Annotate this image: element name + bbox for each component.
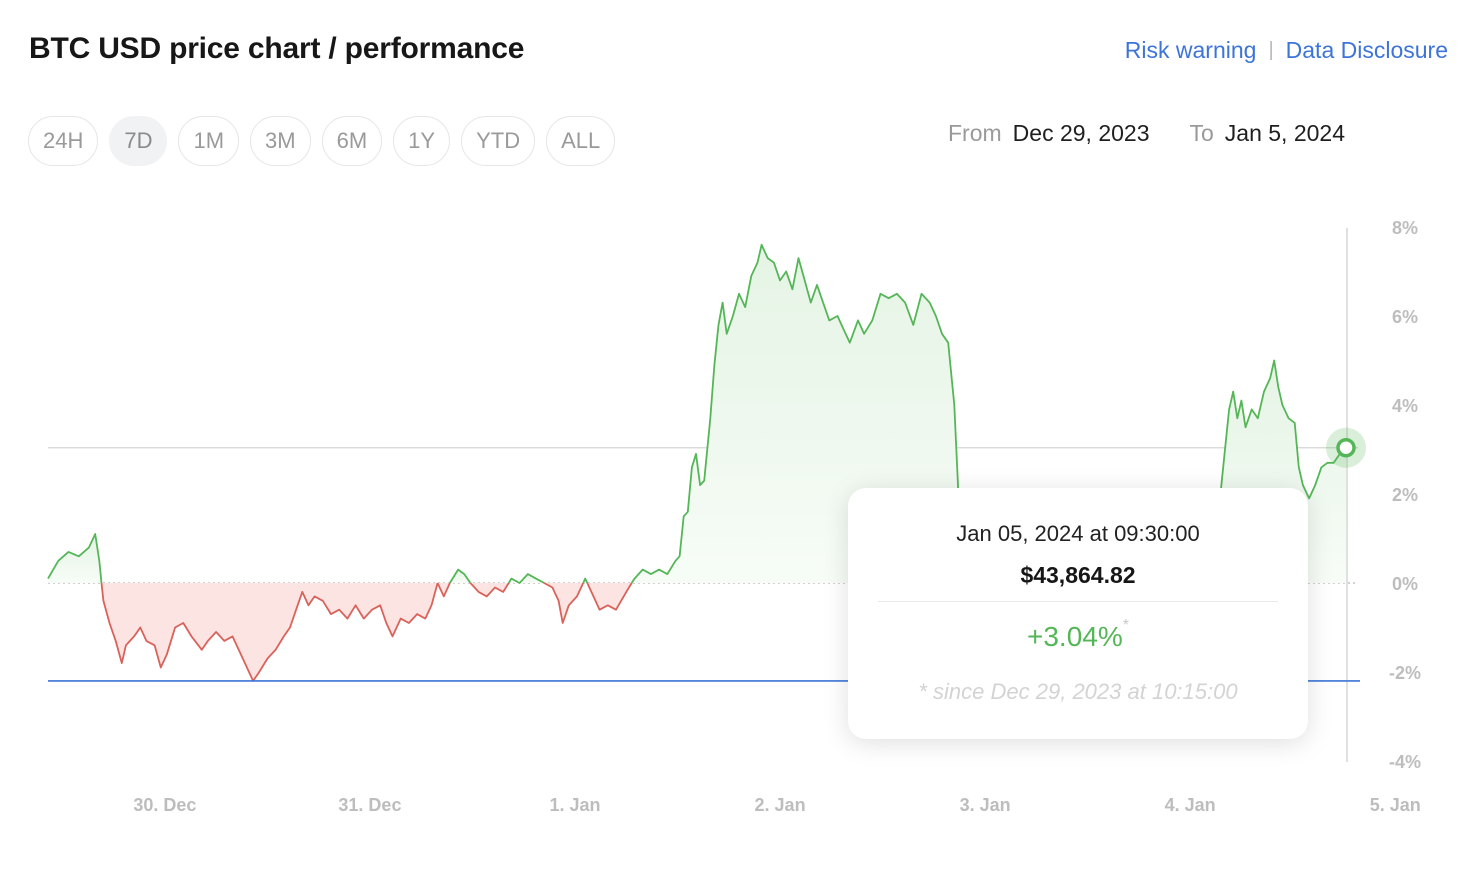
to-date[interactable]: Jan 5, 2024 — [1224, 120, 1346, 146]
line-segment-4 — [449, 568, 472, 584]
line-segment-1 — [100, 582, 439, 682]
tooltip-change-mark: * — [1122, 617, 1129, 634]
x-tick-label: 4. Jan — [1165, 795, 1216, 815]
range-1m-button[interactable]: 1M — [178, 116, 240, 166]
marker-dot — [1336, 437, 1356, 458]
link-separator: | — [1268, 39, 1274, 61]
area-segment-9 — [587, 583, 632, 610]
page-title: BTC USD price chart / performance — [29, 32, 525, 65]
y-tick-label: 4% — [1392, 396, 1418, 416]
line-segment-7 — [543, 582, 585, 624]
tooltip-change-value: +3.04% — [1027, 621, 1123, 652]
header-links: Risk warning | Data Disclosure — [1125, 37, 1448, 64]
range-ytd-button[interactable]: YTD — [461, 116, 536, 166]
y-tick-label: -4% — [1389, 752, 1421, 772]
range-3m-button[interactable]: 3M — [250, 116, 311, 166]
range-selector: 24H 7D 1M 3M 6M 1Y YTD ALL — [28, 116, 616, 166]
y-tick-label: 6% — [1392, 307, 1418, 327]
y-tick-label: 2% — [1392, 485, 1418, 505]
y-axis: 8% 6% 4% 2% 0% -2% -4% — [1389, 218, 1421, 772]
line-segment-10 — [630, 243, 1003, 584]
range-all-button[interactable]: ALL — [546, 116, 616, 166]
line-segment-6 — [507, 573, 545, 584]
y-tick-label: 0% — [1392, 574, 1418, 594]
line-segment-3 — [436, 582, 451, 598]
area-segment-0 — [48, 534, 102, 583]
x-tick-label: 5. Jan — [1370, 795, 1421, 815]
area-segment-1 — [101, 583, 438, 681]
area-segment-5 — [470, 583, 509, 597]
price-tooltip: Jan 05, 2024 at 09:30:00 $43,864.82 +3.0… — [848, 488, 1308, 739]
risk-warning-link[interactable]: Risk warning — [1124, 37, 1257, 63]
x-tick-label: 3. Jan — [960, 795, 1011, 815]
range-6m-button[interactable]: 6M — [321, 116, 383, 166]
x-tick-label: 1. Jan — [549, 795, 600, 815]
range-24h-button[interactable]: 24H — [28, 116, 99, 166]
x-tick-label: 30. Dec — [133, 795, 196, 815]
date-range: From Dec 29, 2023 To Jan 5, 2024 — [948, 120, 1345, 147]
from-label: From — [948, 120, 1002, 146]
line-segment-5 — [469, 582, 510, 598]
area-segment-4 — [449, 569, 471, 583]
area-segment-3 — [437, 583, 450, 597]
line-segment-0 — [47, 533, 103, 584]
tooltip-datetime: Jan 05, 2024 at 09:30:00 — [956, 521, 1200, 546]
tooltip-change: +3.04%* — [848, 617, 1308, 653]
x-tick-label: 2. Jan — [755, 795, 806, 815]
x-tick-label: 31. Dec — [338, 795, 401, 815]
range-1y-button[interactable]: 1Y — [393, 116, 451, 166]
tooltip-divider — [878, 601, 1278, 602]
x-axis: 30. Dec 31. Dec 1. Jan 2. Jan 3. Jan 4. Jan 5.… — [133, 795, 1420, 815]
line-segment-9 — [586, 582, 633, 611]
data-disclosure-link[interactable]: Data Disclosure — [1285, 37, 1448, 63]
current-point-marker[interactable] — [1326, 427, 1366, 468]
tooltip-price: $43,864.82 — [1020, 562, 1136, 588]
y-tick-label: 8% — [1392, 218, 1418, 238]
area-segment-7 — [544, 583, 584, 623]
range-7d-button[interactable]: 7D — [109, 116, 168, 166]
line-segment-8 — [582, 577, 589, 584]
from-date[interactable]: Dec 29, 2023 — [1012, 120, 1150, 146]
to-label: To — [1189, 120, 1214, 146]
y-tick-label: -2% — [1389, 663, 1421, 683]
tooltip-since: * since Dec 29, 2023 at 10:15:00 — [918, 679, 1238, 704]
area-segment-6 — [508, 574, 545, 583]
